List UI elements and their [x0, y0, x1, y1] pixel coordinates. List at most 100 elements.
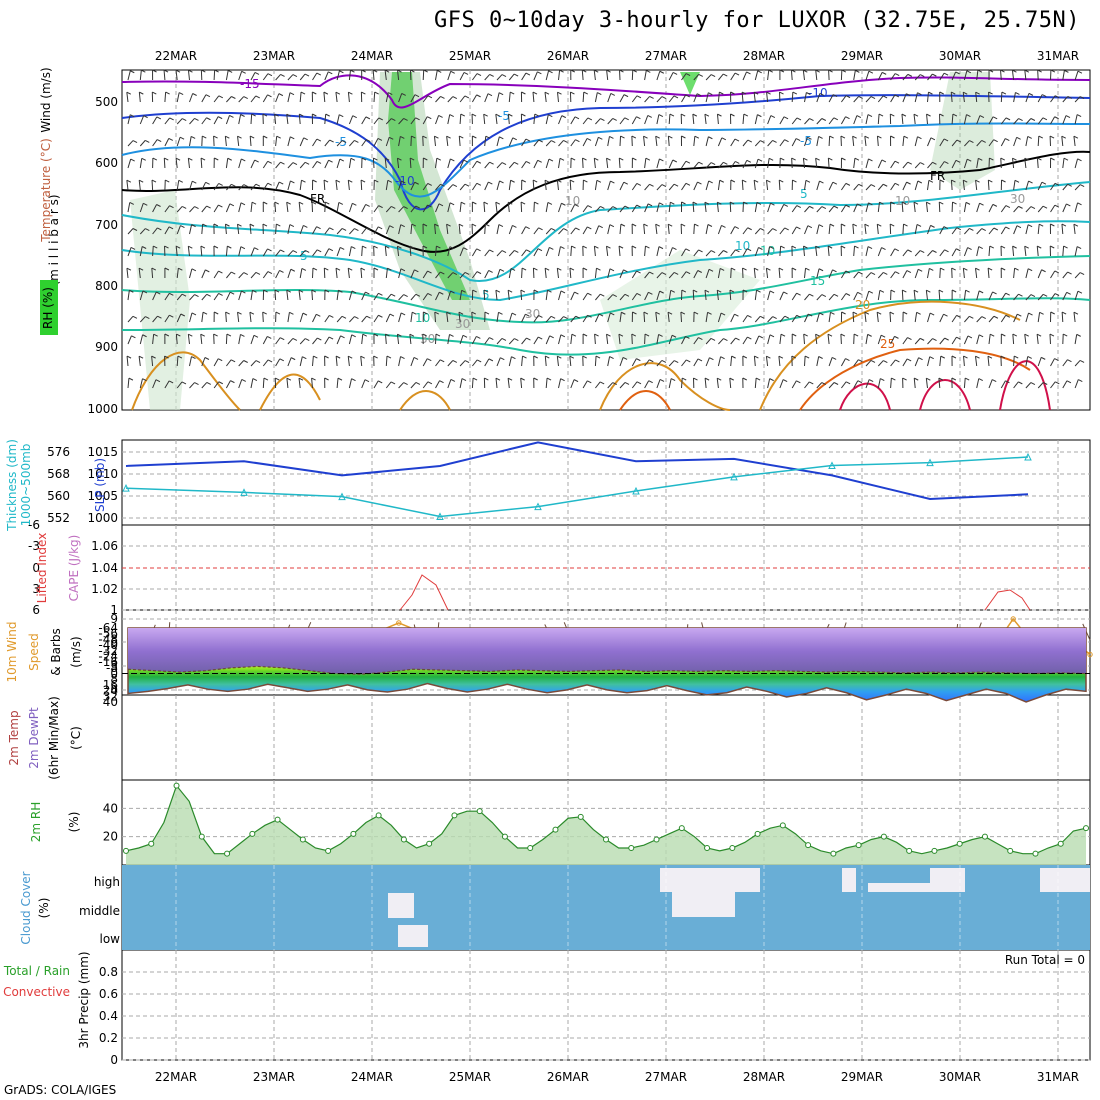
- wind-barb: [450, 290, 455, 294]
- wind-barb: [902, 74, 909, 81]
- contour-label: 10: [565, 194, 580, 208]
- wind-barb: [779, 291, 784, 301]
- wind-barb: [226, 184, 232, 191]
- wind-barb: [435, 334, 437, 345]
- wind-barb: [557, 267, 562, 271]
- wind-barb: [361, 69, 366, 73]
- wind-barb: [906, 270, 912, 273]
- wind-barb: [867, 246, 873, 250]
- wind-barb: [693, 311, 699, 315]
- wind-barb: [780, 245, 785, 249]
- wind-barb: [476, 73, 482, 77]
- wind-barb: [853, 380, 859, 389]
- wind-barb: [385, 293, 392, 301]
- wind-barb: [964, 377, 970, 381]
- wind-barb: [734, 313, 739, 317]
- wind-barb: [1050, 157, 1055, 161]
- wind-barb: [164, 226, 170, 235]
- wind-barb: [1025, 136, 1029, 147]
- wind-barb: [988, 179, 993, 183]
- wind-barb: [841, 311, 846, 315]
- wind-barb: [865, 379, 870, 389]
- wind-barb: [335, 91, 341, 95]
- wind-barb: [1067, 183, 1072, 187]
- wind-barb: [845, 204, 850, 208]
- wind-barb: [618, 333, 624, 337]
- axis-label-cape: CAPE (J/kg): [67, 535, 81, 602]
- wind-barb: [668, 290, 672, 301]
- wind-barb: [944, 161, 949, 164]
- wind-barb: [414, 94, 420, 98]
- wind-barb: [804, 381, 810, 389]
- wind-barb: [485, 223, 490, 227]
- wind-barb: [697, 181, 702, 185]
- wind-barb: [168, 380, 174, 384]
- wind-barb: [939, 337, 946, 345]
- wind-barb: [558, 140, 564, 147]
- wind-barb: [882, 183, 888, 187]
- wind-barb: [373, 292, 379, 301]
- wind-barb: [500, 357, 505, 361]
- wind-barb: [1074, 334, 1078, 345]
- date-label-bottom: 26MAR: [547, 1070, 589, 1084]
- wind-barb: [829, 223, 835, 227]
- wind-barb: [610, 312, 615, 316]
- wind-barb: [544, 267, 550, 271]
- rh-marker: [880, 833, 887, 840]
- wind-barb: [828, 312, 831, 323]
- wind-barb: [693, 224, 695, 235]
- wind-barb: [729, 378, 732, 389]
- wind-barb: [341, 315, 347, 319]
- wind-barb: [286, 114, 289, 125]
- wind-barb: [1005, 138, 1010, 141]
- wind-barb: [299, 338, 306, 345]
- wind-barb: [507, 202, 510, 213]
- wind-barb: [644, 359, 650, 367]
- wind-barb: [287, 92, 291, 103]
- wind-barb: [963, 202, 967, 213]
- wind-barb: [609, 356, 614, 359]
- wind-barb: [978, 290, 984, 294]
- wind-barb: [879, 289, 885, 293]
- wind-barb: [299, 250, 306, 257]
- wind-barb: [458, 136, 461, 147]
- wind-barb: [385, 225, 391, 235]
- wind-barb: [661, 360, 667, 363]
- wind-barb: [619, 312, 622, 323]
- wind-barb: [1066, 380, 1072, 384]
- wind-barb: [200, 246, 203, 257]
- wind-barb: [286, 201, 291, 205]
- wind-barb: [796, 205, 802, 209]
- wind-barb: [225, 135, 230, 139]
- wind-barb: [595, 293, 601, 301]
- wind-barb: [373, 380, 379, 389]
- wind-barb: [189, 118, 195, 125]
- wind-barb: [680, 311, 686, 315]
- wind-barb: [631, 116, 637, 125]
- wind-barb: [853, 359, 859, 367]
- wind-barb: [883, 271, 888, 275]
- rh-marker: [704, 845, 711, 851]
- wind-barb: [619, 293, 626, 301]
- wind-barb: [988, 291, 994, 301]
- wind-barb: [299, 137, 305, 147]
- wind-barb: [520, 290, 523, 301]
- wind-barb: [877, 223, 882, 227]
- wind-barb: [484, 161, 490, 169]
- wind-barb: [324, 202, 326, 213]
- wind-barb: [548, 70, 553, 74]
- wind-barb: [446, 223, 451, 227]
- cloud-gap: [660, 868, 760, 892]
- wind-barb: [1030, 118, 1036, 121]
- wind-barb: [766, 91, 771, 95]
- wind-barb: [348, 246, 352, 257]
- wind-barb: [914, 377, 919, 381]
- wind-barb: [365, 116, 371, 120]
- wind-barb: [537, 159, 542, 163]
- wind-barb: [299, 225, 304, 235]
- wind-barb: [151, 180, 154, 191]
- wind-barb: [324, 139, 331, 147]
- wind-barb: [704, 289, 710, 293]
- wind-barb: [1013, 381, 1019, 389]
- wind-barb: [1067, 95, 1073, 99]
